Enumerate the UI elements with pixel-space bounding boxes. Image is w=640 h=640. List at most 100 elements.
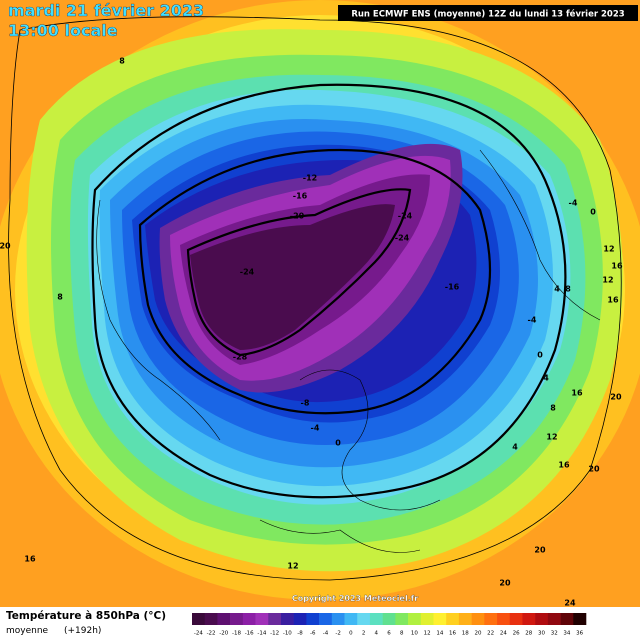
colorbar-cell [458, 613, 472, 625]
colorbar-cell [293, 613, 307, 625]
contour-label: 16 [571, 389, 583, 398]
colorbar-label: 6 [387, 631, 391, 637]
contour-label: 0 [335, 439, 341, 448]
copyright: Copyright 2023 Meteociel.fr [292, 594, 418, 603]
colorbar-cell [420, 613, 434, 625]
colorbar-cell [535, 613, 549, 625]
contour-label: -28 [233, 353, 248, 362]
colorbar-label: 26 [513, 631, 520, 637]
colorbar-cell [471, 613, 485, 625]
contour-label: -20 [290, 212, 305, 221]
contour-label: 16 [607, 296, 619, 305]
colorbar-label: -24 [194, 631, 203, 637]
legend-subtitle: moyenne [6, 626, 49, 636]
colorbar-label: -4 [323, 631, 329, 637]
contour-label: 20 [588, 465, 600, 474]
colorbar-cell [509, 613, 523, 625]
colorbar-label: 2 [362, 631, 366, 637]
contour-label: 0 [590, 208, 596, 217]
colorbar-cell [382, 613, 396, 625]
colorbar-label: 22 [487, 631, 494, 637]
colorbar-label: -14 [257, 631, 266, 637]
contour-label: -12 [303, 174, 317, 183]
colorbar-cell [280, 613, 294, 625]
temperature-field [0, 0, 640, 607]
run-box [338, 5, 638, 21]
contour-label: 4 [554, 285, 560, 294]
contour-label: -24 [398, 212, 413, 221]
colorbar-cell [344, 613, 358, 625]
contour-label: 8 [119, 57, 125, 66]
colorbar-label: -2 [335, 631, 340, 637]
contour-label: 8 [565, 285, 571, 294]
colorbar-cell [547, 613, 561, 625]
colorbar-label: 18 [462, 631, 469, 637]
contour-label: 20 [499, 579, 511, 588]
colorbar-label: 10 [411, 631, 418, 637]
contour-label: 16 [24, 555, 36, 564]
contour-label: 24 [564, 599, 576, 608]
contour-label: 12 [287, 562, 298, 571]
colorbar-cell [306, 613, 320, 625]
colorbar-cell [242, 613, 256, 625]
colorbar-label: -18 [232, 631, 241, 637]
colorbar-cell [319, 613, 333, 625]
colorbar-label: -8 [297, 631, 303, 637]
contour-label: 4 [543, 374, 549, 383]
colorbar-label: 14 [436, 631, 443, 637]
colorbar-label: 8 [400, 631, 404, 637]
colorbar-label: 4 [375, 631, 379, 637]
contour-label: 12 [603, 245, 614, 254]
contour-label: -4 [528, 316, 537, 325]
colorbar-cell [192, 613, 206, 625]
contour-label: 8 [550, 404, 556, 413]
colorbar-label: 34 [563, 631, 570, 637]
colorbar-cell [446, 613, 460, 625]
colorbar-label: -6 [310, 631, 316, 637]
colorbar-label: -20 [219, 631, 228, 637]
colorbar-cell [408, 613, 422, 625]
colorbar-cell [433, 613, 447, 625]
contour-label: 8 [57, 293, 63, 302]
colorbar-label: 32 [551, 631, 558, 637]
contour-label: -16 [293, 192, 308, 201]
contour-label: 20 [534, 546, 546, 555]
legend-title: Température à 850hPa (°C) [6, 610, 166, 622]
coastlines [96, 149, 601, 553]
colorbar-cell [268, 613, 282, 625]
colorbar-label: 16 [449, 631, 456, 637]
colorbar-cell [395, 613, 409, 625]
colorbar-label: 30 [538, 631, 545, 637]
colorbar-label: 24 [500, 631, 507, 637]
colorbar-label: -12 [270, 631, 279, 637]
contour-label: 12 [602, 276, 613, 285]
contour-label: 4 [512, 443, 518, 452]
colorbar-label: 12 [424, 631, 431, 637]
colorbar-label: -22 [207, 631, 216, 637]
contour-labels: -12 -16 -20 -24 -24 -24 -16 -28 -8 -4 0 -4 0 8 12 16 12 4… [0, 57, 623, 608]
contour-label: -8 [301, 399, 310, 408]
contour-label: 20 [610, 393, 622, 402]
contour-label: -4 [311, 424, 320, 433]
colorbar-label: -10 [283, 631, 292, 637]
colorbar-label: -16 [245, 631, 254, 637]
colorbar: -24 -22 -20 -18 -16 -14 -12 -10 -8 -6 -4 -2 0 2 4 6 8 10 1… [192, 613, 587, 637]
colorbar-cell [255, 613, 269, 625]
contour-label: 12 [546, 433, 557, 442]
colorbar-cell [369, 613, 383, 625]
contour-label: 20 [0, 242, 11, 251]
contour-label: 16 [611, 262, 623, 271]
colorbar-label: 20 [474, 631, 481, 637]
colorbar-cell [357, 613, 371, 625]
legend-lead: (+192h) [64, 626, 101, 636]
colorbar-cell [497, 613, 511, 625]
contour-label: 0 [537, 351, 543, 360]
colorbar-cell [230, 613, 244, 625]
date-title: mardi 21 février 2023 [8, 1, 204, 20]
contour-label: -24 [395, 234, 410, 243]
contour-label: -16 [445, 283, 460, 292]
colorbar-cell [573, 613, 587, 625]
contour-label: -4 [569, 199, 578, 208]
colorbar-label: 0 [349, 631, 353, 637]
